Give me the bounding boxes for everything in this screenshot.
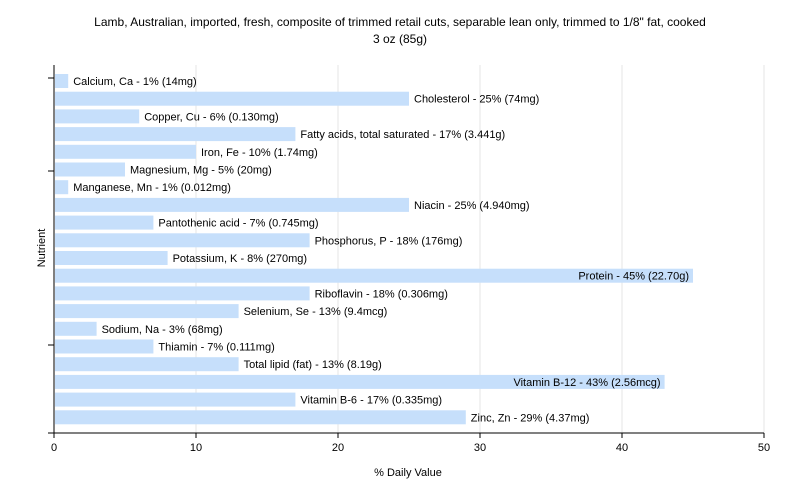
x-axis-label: % Daily Value <box>374 467 442 479</box>
axes: 0 10 20 30 40 50 <box>48 65 770 454</box>
bar-label: Fatty acids, total saturated - 17% (3.44… <box>300 129 505 141</box>
x-tick-label: 40 <box>616 442 628 454</box>
bar-label: Manganese, Mn - 1% (0.012mg) <box>73 182 231 194</box>
bar-label: Magnesium, Mg - 5% (20mg) <box>130 165 272 177</box>
bar <box>55 162 125 177</box>
bar-label: Selenium, Se - 13% (9.4mcg) <box>244 306 388 318</box>
y-axis-label: Nutrient <box>36 229 48 268</box>
bar <box>55 321 97 336</box>
bar-label: Niacin - 25% (4.940mg) <box>414 200 530 212</box>
bar <box>55 215 154 230</box>
bar-label: Sodium, Na - 3% (68mg) <box>102 324 223 336</box>
bar-label: Potassium, K - 8% (270mg) <box>173 253 308 265</box>
bar-label: Phosphorus, P - 18% (176mg) <box>315 235 463 247</box>
bar <box>55 233 310 248</box>
bar-label: Protein - 45% (22.70g) <box>578 271 689 283</box>
bar <box>55 144 196 159</box>
chart-title-line-2: 3 oz (85g) <box>372 32 428 46</box>
x-tick-label: 10 <box>190 442 202 454</box>
bar <box>55 197 409 212</box>
bar <box>55 268 693 283</box>
bar <box>55 286 310 301</box>
bar-label: Cholesterol - 25% (74mg) <box>414 94 539 106</box>
x-tick-label: 50 <box>758 442 770 454</box>
bar <box>55 410 466 425</box>
bar-label: Pantothenic acid - 7% (0.745mg) <box>158 218 318 230</box>
bar-label: Riboflavin - 18% (0.306mg) <box>315 288 448 300</box>
bar-label: Vitamin B-6 - 17% (0.335mg) <box>300 395 442 407</box>
plot-area <box>54 65 764 433</box>
bar-label: Vitamin B-12 - 43% (2.56mcg) <box>513 377 660 389</box>
bar <box>55 392 296 407</box>
bar <box>55 357 239 372</box>
bar <box>55 109 140 124</box>
bar-label: Calcium, Ca - 1% (14mg) <box>73 76 196 88</box>
bars: Calcium, Ca - 1% (14mg) Cholesterol - 25%… <box>55 74 693 425</box>
bar <box>55 251 168 265</box>
bar-label: Copper, Cu - 6% (0.130mg) <box>144 111 279 123</box>
chart-title-line-1: Lamb, Australian, imported, fresh, compo… <box>94 15 706 29</box>
bar-label: Iron, Fe - 10% (1.74mg) <box>201 147 318 159</box>
bar-label: Thiamin - 7% (0.111mg) <box>158 342 274 354</box>
gridlines <box>54 65 765 433</box>
bar <box>55 339 154 354</box>
bar <box>55 304 239 319</box>
bar <box>55 180 69 195</box>
bar <box>55 91 409 106</box>
bar <box>55 374 665 389</box>
bar-label: Zinc, Zn - 29% (4.37mg) <box>471 412 590 424</box>
x-tick-label: 30 <box>474 442 486 454</box>
x-tick-label: 0 <box>51 442 57 454</box>
bar <box>55 74 69 88</box>
bar-label: Total lipid (fat) - 13% (8.19g) <box>244 359 382 371</box>
x-tick-label: 20 <box>332 442 344 454</box>
bar <box>55 127 296 142</box>
